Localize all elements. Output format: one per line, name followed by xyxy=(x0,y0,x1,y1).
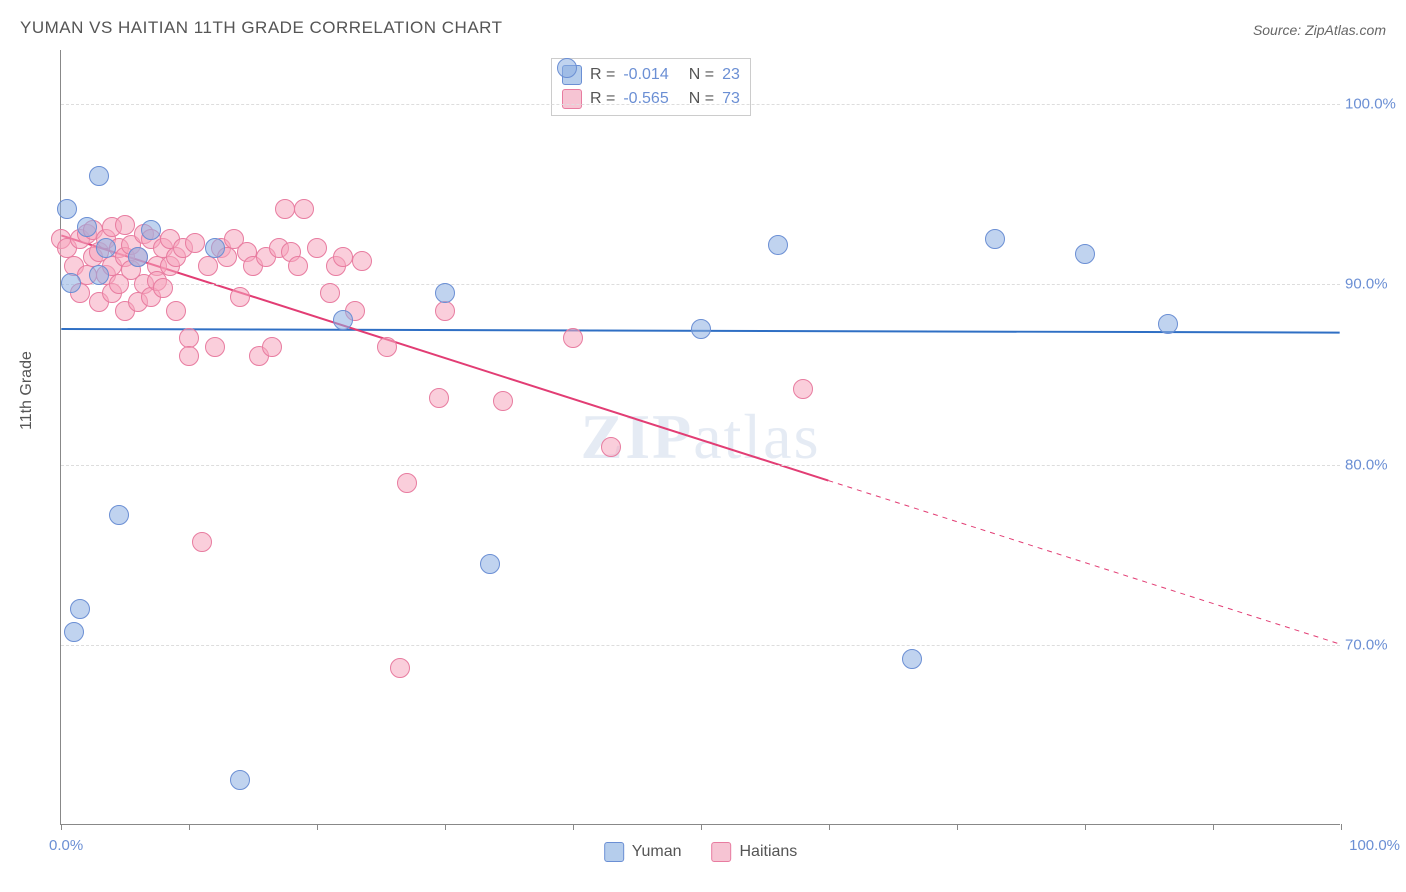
gridline-horizontal xyxy=(61,284,1340,285)
haitians-legend-swatch xyxy=(712,842,732,862)
chart-title: YUMAN VS HAITIAN 11TH GRADE CORRELATION … xyxy=(20,18,503,38)
r-value: -0.014 xyxy=(623,66,668,84)
x-axis-min-label: 0.0% xyxy=(49,837,83,854)
haitians-swatch xyxy=(562,89,582,109)
yuman-point xyxy=(109,505,129,525)
x-tick xyxy=(1341,824,1342,830)
haitians-point xyxy=(429,388,449,408)
haitians-point xyxy=(185,233,205,253)
yuman-point xyxy=(691,319,711,339)
yuman-point xyxy=(61,273,81,293)
haitians-point xyxy=(390,658,410,678)
yuman-point xyxy=(64,622,84,642)
source-attribution: Source: ZipAtlas.com xyxy=(1253,22,1386,38)
haitians-point xyxy=(793,379,813,399)
yuman-legend-swatch xyxy=(604,842,624,862)
haitians-point xyxy=(262,337,282,357)
n-label: N = xyxy=(689,90,714,108)
haitians-point xyxy=(275,199,295,219)
gridline-horizontal xyxy=(61,465,1340,466)
x-tick xyxy=(573,824,574,830)
haitians-point xyxy=(192,532,212,552)
haitians-point xyxy=(601,437,621,457)
haitians-point xyxy=(493,391,513,411)
yuman-point xyxy=(89,265,109,285)
yuman-point xyxy=(768,235,788,255)
y-axis-label: 11th Grade xyxy=(18,351,36,430)
r-value: -0.565 xyxy=(623,90,668,108)
x-tick xyxy=(957,824,958,830)
correlation-stats-box: R = -0.014 N = 23 R = -0.565 N = 73 xyxy=(551,58,751,116)
watermark-bold: ZIP xyxy=(581,401,694,472)
x-tick xyxy=(189,824,190,830)
haitians-point xyxy=(115,215,135,235)
gridline-horizontal xyxy=(61,104,1340,105)
trend-line xyxy=(828,481,1339,644)
yuman-point xyxy=(333,310,353,330)
yuman-point xyxy=(205,238,225,258)
yuman-point xyxy=(480,554,500,574)
yuman-point xyxy=(141,220,161,240)
yuman-point xyxy=(57,199,77,219)
haitians-point xyxy=(179,346,199,366)
yuman-point xyxy=(96,238,116,258)
x-tick xyxy=(1085,824,1086,830)
x-tick xyxy=(445,824,446,830)
yuman-point xyxy=(230,770,250,790)
haitians-point xyxy=(294,199,314,219)
haitians-point xyxy=(320,283,340,303)
yuman-point xyxy=(70,599,90,619)
yuman-point xyxy=(435,283,455,303)
watermark-rest: atlas xyxy=(693,401,820,472)
x-tick xyxy=(829,824,830,830)
legend-item-haitians: Haitians xyxy=(712,842,798,862)
stats-row-haitians: R = -0.565 N = 73 xyxy=(562,87,740,111)
haitians-point xyxy=(397,473,417,493)
x-tick xyxy=(317,824,318,830)
haitians-point xyxy=(153,278,173,298)
haitians-legend-label: Haitians xyxy=(740,843,798,861)
x-tick xyxy=(701,824,702,830)
n-value: 23 xyxy=(722,66,740,84)
haitians-point xyxy=(435,301,455,321)
stats-row-yuman: R = -0.014 N = 23 xyxy=(562,63,740,87)
gridline-horizontal xyxy=(61,645,1340,646)
yuman-point xyxy=(77,217,97,237)
haitians-point xyxy=(198,256,218,276)
legend: Yuman Haitians xyxy=(604,842,798,862)
haitians-point xyxy=(205,337,225,357)
haitians-point xyxy=(352,251,372,271)
yuman-point xyxy=(1158,314,1178,334)
scatter-plot-area: ZIPatlas R = -0.014 N = 23 R = -0.565 N = 7… xyxy=(60,50,1340,825)
haitians-point xyxy=(563,328,583,348)
yuman-point xyxy=(557,58,577,78)
yuman-legend-label: Yuman xyxy=(632,843,682,861)
yuman-point xyxy=(985,229,1005,249)
trend-lines-layer xyxy=(61,50,1340,824)
n-label: N = xyxy=(689,66,714,84)
haitians-point xyxy=(166,301,186,321)
yuman-point xyxy=(902,649,922,669)
y-tick-label: 90.0% xyxy=(1345,276,1400,293)
haitians-point xyxy=(230,287,250,307)
haitians-point xyxy=(179,328,199,348)
y-tick-label: 70.0% xyxy=(1345,636,1400,653)
x-tick xyxy=(1213,824,1214,830)
haitians-point xyxy=(377,337,397,357)
y-tick-label: 100.0% xyxy=(1345,96,1400,113)
yuman-point xyxy=(1075,244,1095,264)
r-label: R = xyxy=(590,66,615,84)
n-value: 73 xyxy=(722,90,740,108)
haitians-point xyxy=(288,256,308,276)
yuman-point xyxy=(89,166,109,186)
yuman-point xyxy=(128,247,148,267)
x-axis-max-label: 100.0% xyxy=(1349,837,1400,854)
haitians-point xyxy=(333,247,353,267)
haitians-point xyxy=(307,238,327,258)
y-tick-label: 80.0% xyxy=(1345,456,1400,473)
legend-item-yuman: Yuman xyxy=(604,842,682,862)
x-tick xyxy=(61,824,62,830)
r-label: R = xyxy=(590,90,615,108)
